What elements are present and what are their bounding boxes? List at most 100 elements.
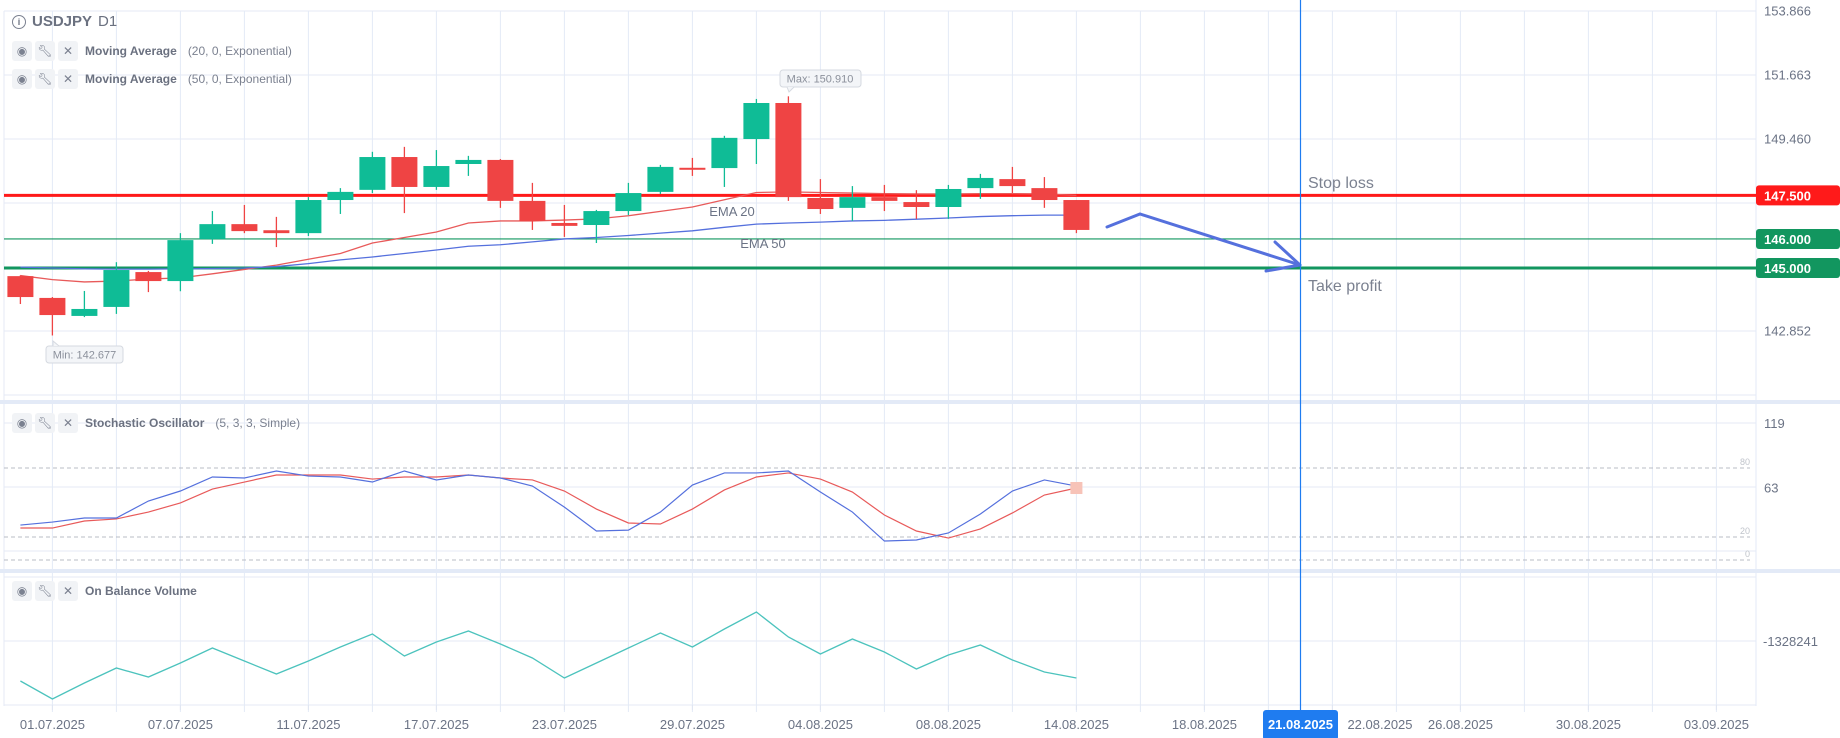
date-label: 29.07.2025: [660, 717, 725, 732]
stochastic-axis-tick: 63: [1764, 481, 1778, 496]
candle-body: [583, 211, 610, 226]
candle: [263, 216, 290, 248]
candle: [103, 262, 130, 314]
candle: [7, 275, 34, 305]
stochastic-level-label: 20: [1740, 526, 1750, 536]
candle: [551, 204, 578, 237]
indicator-row-ema50: ◉ 🔧︎ ✕ Moving Average (50, 0, Exponentia…: [12, 69, 292, 89]
date-label: 18.08.2025: [1172, 717, 1237, 732]
horizontal-levels: [4, 193, 1756, 270]
take-profit-label: Take profit: [1308, 278, 1382, 295]
candle: [359, 151, 386, 194]
indicator-name: Moving Average: [85, 44, 177, 58]
candle: [839, 186, 866, 221]
max-label: Max: 150.910: [787, 74, 854, 86]
min-callout: Min: 142.677: [45, 339, 124, 364]
close-icon[interactable]: ✕: [58, 41, 78, 61]
candle-body: [231, 224, 258, 232]
obv-line: [20, 611, 1077, 700]
eye-icon[interactable]: ◉: [12, 581, 32, 601]
indicator-name: Moving Average: [85, 72, 177, 86]
crosshair-date-tag: 21.08.2025: [1263, 710, 1338, 738]
eye-icon[interactable]: ◉: [12, 41, 32, 61]
candle-body: [103, 270, 130, 307]
candle: [455, 155, 482, 176]
candle-body: [999, 179, 1026, 187]
wrench-icon[interactable]: 🔧︎: [35, 69, 55, 89]
candle: [743, 98, 770, 165]
date-label: 01.07.2025: [20, 717, 85, 732]
candle-body: [71, 308, 98, 316]
candle: [519, 182, 546, 230]
price-tag-label: 147.500: [1764, 188, 1811, 203]
eye-icon[interactable]: ◉: [12, 69, 32, 89]
info-icon[interactable]: i: [12, 14, 26, 29]
date-label: 03.09.2025: [1684, 717, 1749, 732]
grid: [3, 10, 1756, 712]
candle-body: [935, 188, 962, 207]
candle-body: [455, 159, 482, 165]
candle-body: [647, 166, 674, 192]
candle: [871, 184, 898, 212]
stochastic-d-line: [20, 472, 1077, 539]
candle-body: [967, 177, 994, 189]
price-tag: [1756, 258, 1840, 278]
price-tag: [1756, 185, 1840, 206]
ema50-line: [20, 214, 1077, 270]
candle-body: [679, 167, 706, 170]
candle-body: [295, 200, 322, 234]
date-label: 22.08.2025: [1347, 717, 1412, 732]
stochastic-header: ◉ 🔧︎ ✕ Stochastic Oscillator (5, 3, 3, S…: [12, 413, 300, 433]
close-icon[interactable]: ✕: [58, 413, 78, 433]
indicator-params: (50, 0, Exponential): [187, 72, 292, 86]
wrench-icon[interactable]: 🔧︎: [35, 41, 55, 61]
indicator-name: On Balance Volume: [85, 584, 197, 598]
candle-body: [423, 166, 450, 187]
candle-body: [807, 197, 834, 210]
panel-separator[interactable]: [0, 400, 1840, 404]
candles: [7, 96, 1090, 336]
obv-header: ◉ 🔧︎ ✕ On Balance Volume: [12, 581, 197, 601]
date-label: 08.08.2025: [916, 717, 981, 732]
wrench-icon[interactable]: 🔧︎: [35, 581, 55, 601]
obv-axis[interactable]: -1328241: [1763, 634, 1818, 649]
candle: [647, 164, 674, 194]
candle: [583, 209, 610, 244]
indicator-name: Stochastic Oscillator: [85, 416, 205, 430]
candle-body: [39, 297, 66, 316]
candle: [423, 150, 450, 190]
candle: [711, 135, 738, 187]
ema20-line: [20, 191, 1077, 283]
candle-body: [743, 102, 770, 140]
chart-title: i USDJPY D1: [12, 13, 117, 30]
candle: [967, 173, 994, 199]
indicator-params: (5, 3, 3, Simple): [215, 416, 301, 430]
candle: [135, 270, 162, 293]
date-label: 30.08.2025: [1556, 717, 1621, 732]
candle: [39, 297, 66, 336]
eye-icon[interactable]: ◉: [12, 413, 32, 433]
candle: [199, 211, 226, 244]
candle-body: [487, 159, 514, 201]
candle: [391, 146, 418, 214]
min-label: Min: 142.677: [53, 350, 117, 362]
price-axis[interactable]: 153.866 151.663 149.460 142.852 147.500 146.0…: [1756, 3, 1840, 338]
timeframe-label[interactable]: D1: [98, 13, 118, 30]
candle-body: [391, 157, 418, 187]
wrench-icon[interactable]: 🔧︎: [35, 413, 55, 433]
close-icon[interactable]: ✕: [58, 69, 78, 89]
trend-arrow-drawing[interactable]: [1105, 212, 1302, 273]
stop-loss-label: Stop loss: [1308, 175, 1374, 192]
date-axis[interactable]: 01.07.2025 07.07.2025 11.07.2025 17.07.2025…: [20, 705, 1749, 732]
candle-body: [551, 222, 578, 226]
stochastic-level-label: 80: [1740, 457, 1750, 467]
date-label: 23.07.2025: [532, 717, 597, 732]
candle: [71, 290, 98, 318]
candle-body: [135, 272, 162, 282]
stochastic-axis[interactable]: 119 63 80 20 0: [1740, 416, 1785, 559]
candle-body: [1031, 188, 1058, 201]
candle: [903, 190, 930, 219]
panel-separator[interactable]: [0, 569, 1840, 573]
close-icon[interactable]: ✕: [58, 581, 78, 601]
